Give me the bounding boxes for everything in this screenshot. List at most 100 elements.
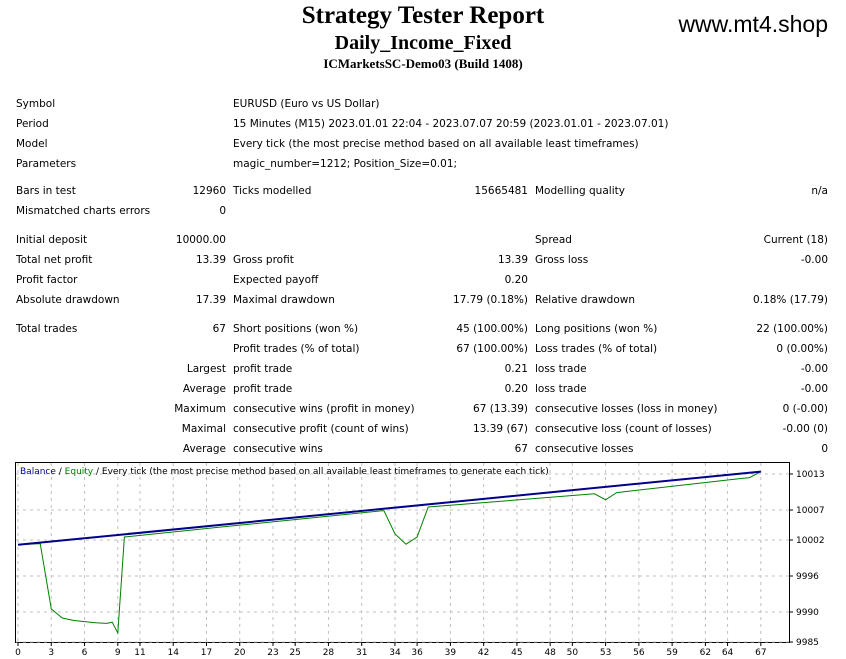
- stat-label: consecutive loss (count of losses): [535, 423, 712, 435]
- stat-value: 45 (100.00%): [456, 323, 528, 335]
- x-tick-label: 6: [82, 648, 88, 658]
- ea-name: Daily_Income_Fixed: [334, 32, 512, 54]
- stat-label: Initial deposit: [16, 234, 88, 246]
- legend-equity: Equity: [65, 467, 94, 477]
- x-tick-label: 50: [567, 648, 579, 658]
- legend-balance: Balance: [20, 467, 56, 477]
- info-label: Model: [16, 138, 48, 150]
- x-tick-label: 67: [755, 648, 766, 658]
- x-tick-label: 0: [15, 648, 21, 658]
- stat-label: Spread: [535, 234, 572, 246]
- stat-label: Mismatched charts errors: [16, 205, 151, 217]
- stat-value: 0: [821, 443, 828, 455]
- stat-value: 0 (0.00%): [776, 343, 828, 355]
- stat-label: Total trades: [16, 323, 78, 335]
- stat-label: Average: [182, 383, 226, 395]
- x-tick-label: 9: [115, 648, 121, 658]
- stat-label: consecutive losses: [535, 443, 634, 455]
- x-tick-label: 36: [411, 648, 423, 658]
- stat-value: -0.00: [800, 254, 828, 266]
- stat-value: n/a: [811, 185, 828, 197]
- stat-value: -0.00 (0): [782, 423, 828, 435]
- y-tick-label: 9985: [796, 638, 819, 648]
- plot-frame: [15, 462, 790, 643]
- stat-value: 67: [212, 323, 226, 335]
- stats-row-drawdown: Absolute drawdown 17.39 Maximal drawdown…: [0, 292, 846, 308]
- x-tick-label: 45: [511, 648, 522, 658]
- stat-label: Average: [182, 443, 226, 455]
- stat-value: 15665481: [474, 185, 528, 197]
- stat-label: Absolute drawdown: [16, 294, 120, 306]
- stat-label: consecutive losses (loss in money): [535, 403, 718, 415]
- stat-value: 17.79 (0.18%): [453, 294, 528, 306]
- x-tick-label: 59: [666, 648, 678, 658]
- info-value: 15 Minutes (M15) 2023.01.01 22:04 - 2023…: [233, 118, 669, 130]
- stat-label: Gross loss: [535, 254, 589, 266]
- info-value: EURUSD (Euro vs US Dollar): [233, 98, 380, 110]
- x-tick-label: 34: [389, 648, 401, 658]
- stat-label: Expected payoff: [233, 274, 319, 286]
- stat-value: 0.18% (17.79): [753, 294, 828, 306]
- stats-row-average-consecutive: Average consecutive wins 67 consecutive …: [0, 441, 846, 457]
- stat-value: -0.00: [800, 363, 828, 375]
- stats-row-net: Total net profit 13.39 Gross profit 13.3…: [0, 252, 846, 268]
- y-tick-label: 9990: [796, 608, 819, 618]
- stat-value: 0.20: [504, 383, 528, 395]
- stat-value: 0: [219, 205, 226, 217]
- x-tick-label: 39: [445, 648, 457, 658]
- stat-value: 13.39 (67): [473, 423, 528, 435]
- info-row-parameters: Parameters magic_number=1212; Position_S…: [0, 156, 846, 172]
- stat-label: Maximal drawdown: [233, 294, 335, 306]
- balance-line: [17, 470, 761, 546]
- info-value: Every tick (the most precise method base…: [233, 138, 639, 150]
- stat-label: Total net profit: [16, 254, 93, 266]
- stat-label: profit trade: [233, 383, 293, 395]
- info-row-model: Model Every tick (the most precise metho…: [0, 136, 846, 152]
- stat-label: Loss trades (% of total): [535, 343, 658, 355]
- stat-label: consecutive wins (profit in money): [233, 403, 415, 415]
- balance-equity-chart: 0 3 6 9 11 14 17 20 23 25 28 31 34 36 39 42 45 48 50 53 56 59…: [15, 462, 825, 658]
- y-tick-label: 10007: [796, 506, 825, 516]
- info-label: Parameters: [16, 158, 77, 170]
- site-watermark: www.mt4.shop: [678, 11, 828, 37]
- stat-value: Current (18): [763, 234, 828, 246]
- x-tick-label: 64: [722, 648, 734, 658]
- stats-row-profit-factor: Profit factor Expected payoff 0.20: [0, 272, 846, 288]
- stat-label: Profit factor: [16, 274, 78, 286]
- stat-value: 67 (13.39): [473, 403, 528, 415]
- x-tick-label: 20: [234, 648, 246, 658]
- stat-label: Ticks modelled: [233, 185, 312, 197]
- stat-value: 67: [514, 443, 528, 455]
- stat-label: Gross profit: [233, 254, 294, 266]
- y-tick-label: 10002: [796, 536, 825, 546]
- stat-label: profit trade: [233, 363, 293, 375]
- x-tick-label: 56: [633, 648, 645, 658]
- x-tick-label: 62: [700, 648, 711, 658]
- stat-value: 13.39: [195, 254, 226, 266]
- stat-label: Largest: [186, 363, 226, 375]
- stats-row-trades: Total trades 67 Short positions (won %) …: [0, 321, 846, 337]
- y-tick-label: 9996: [796, 572, 819, 582]
- x-tick-label: 28: [323, 648, 335, 658]
- equity-line: [17, 471, 762, 635]
- x-tick-label: 25: [289, 648, 300, 658]
- info-label: Symbol: [16, 98, 56, 110]
- stats-row-average: Average profit trade 0.20 loss trade -0.…: [0, 381, 846, 397]
- info-row-period: Period 15 Minutes (M15) 2023.01.01 22:04…: [0, 116, 846, 132]
- chart-legend: Balance / Equity / Every tick (the most …: [20, 467, 549, 477]
- stats-row-profit-trades: Profit trades (% of total) 67 (100.00%) …: [0, 341, 846, 357]
- stat-label: Modelling quality: [535, 185, 625, 197]
- stats-row-largest: Largest profit trade 0.21 loss trade -0.…: [0, 361, 846, 377]
- stat-label: Short positions (won %): [233, 323, 359, 335]
- stat-label: Profit trades (% of total): [233, 343, 360, 355]
- stats-row-maximal: Maximal consecutive profit (count of win…: [0, 421, 846, 437]
- x-tick-label: 48: [544, 648, 556, 658]
- stat-label: consecutive profit (count of wins): [233, 423, 409, 435]
- stat-value: 17.39: [195, 294, 226, 306]
- x-tick-label: 3: [48, 648, 54, 658]
- stat-value: 0.21: [504, 363, 528, 375]
- x-tick-label: 42: [478, 648, 489, 658]
- stat-value: 0.20: [504, 274, 528, 286]
- x-tick-label: 53: [600, 648, 611, 658]
- stat-label: loss trade: [535, 363, 587, 375]
